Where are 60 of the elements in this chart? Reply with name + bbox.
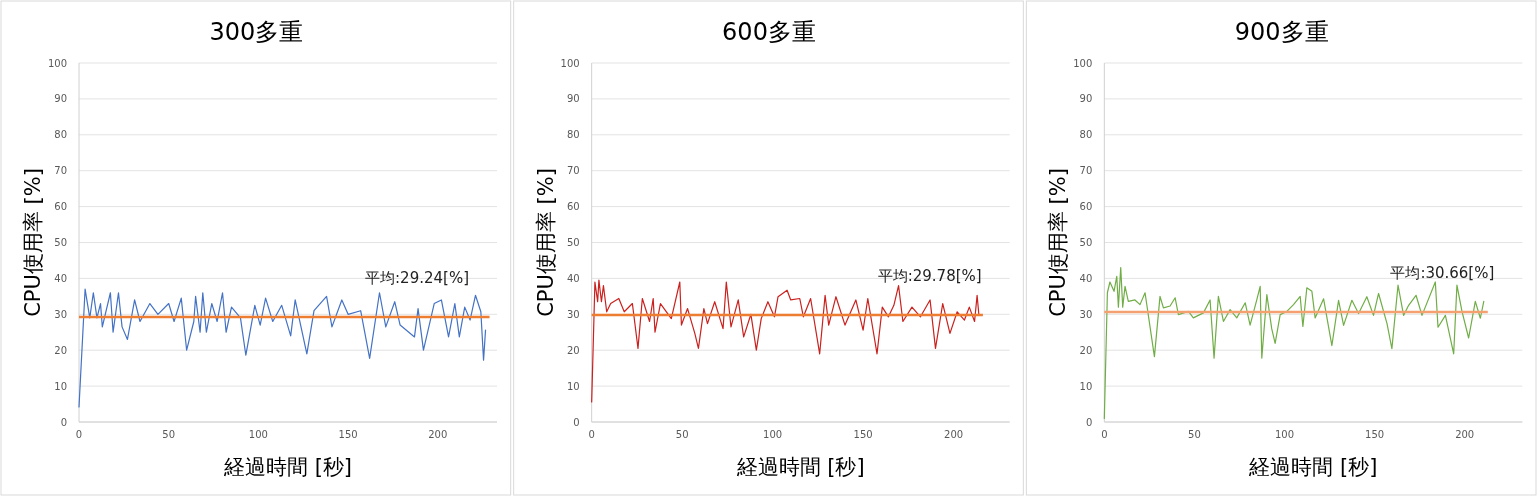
y-axis-title: CPU使用率 [%] [1046,168,1071,317]
ref-line-label: 平均:30.66[%] [1390,263,1495,282]
x-tick-label: 200 [1455,429,1475,440]
x-tick-label: 200 [944,429,964,440]
x-axis-title: 経過時間 [秒] [735,455,865,479]
y-tick-label: 50 [54,237,67,248]
x-tick-label: 100 [248,429,268,440]
x-tick-label: 0 [588,429,595,440]
y-axis-title: CPU使用率 [%] [21,168,45,317]
y-tick-label: 20 [1079,344,1093,356]
y-tick-label: 30 [1079,308,1093,320]
y-tick-label: 70 [566,165,580,177]
y-tick-label: 0 [60,416,67,428]
chart-title: 900多重 [1234,18,1329,46]
y-tick-label: 10 [54,380,67,392]
y-tick-label: 80 [54,129,67,141]
ref-line-label: 平均:29.78[%] [877,267,982,286]
y-tick-label: 20 [566,344,580,356]
x-tick-label: 200 [428,429,448,440]
x-tick-label: 150 [338,429,358,440]
x-axis-title: 経過時間 [秒] [1248,455,1378,479]
y-tick-label: 10 [566,380,580,392]
y-tick-label: 60 [566,201,580,213]
y-tick-label: 70 [1079,165,1093,177]
x-tick-label: 50 [1188,429,1201,440]
y-tick-label: 90 [54,93,67,105]
y-tick-label: 30 [54,308,67,320]
y-tick-label: 80 [1079,129,1093,141]
y-tick-label: 100 [47,57,67,69]
y-tick-label: 10 [1079,380,1093,392]
x-tick-label: 100 [1274,429,1295,440]
y-tick-label: 50 [1079,237,1093,248]
chart-title: 600多重 [722,18,816,46]
y-tick-label: 90 [566,93,580,105]
x-axis-title: 経過時間 [秒] [222,455,353,479]
y-tick-label: 80 [566,129,580,141]
y-tick-label: 40 [54,272,67,284]
y-tick-label: 0 [1085,416,1093,428]
y-tick-label: 40 [1079,272,1093,284]
y-tick-label: 50 [566,237,580,248]
y-tick-label: 100 [1073,57,1093,69]
y-tick-label: 70 [54,165,67,177]
x-tick-label: 50 [675,429,689,440]
y-tick-label: 40 [566,272,580,284]
y-tick-label: 30 [566,308,580,320]
y-tick-label: 20 [54,344,67,356]
y-tick-label: 100 [560,57,580,69]
y-axis-title: CPU使用率 [%] [533,168,558,317]
y-tick-label: 90 [1079,93,1093,105]
y-tick-label: 60 [54,201,67,213]
x-tick-label: 150 [1365,429,1385,440]
y-tick-label: 60 [1079,201,1093,213]
x-tick-label: 100 [763,429,783,440]
x-tick-label: 0 [1101,429,1108,440]
x-tick-label: 150 [853,429,873,440]
x-tick-label: 50 [162,429,176,440]
chart-title: 300多重 [209,18,304,46]
x-tick-label: 0 [75,429,83,440]
ref-line-label: 平均:29.24[%] [365,269,469,288]
y-tick-label: 0 [573,416,580,428]
